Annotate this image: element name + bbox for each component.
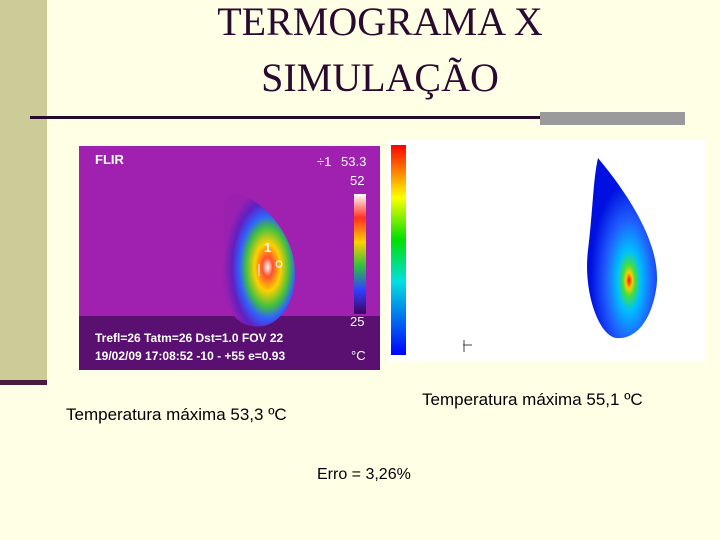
- color-bar: [391, 145, 406, 355]
- info-band: [79, 316, 380, 370]
- unit: °C: [351, 348, 366, 363]
- side-bar-foot: [0, 380, 47, 385]
- simulation-blob: [587, 158, 658, 339]
- title-line: TERMOGRAMA X: [217, 0, 543, 44]
- caption: Temperatura máxima 55,1 ºC: [422, 390, 643, 409]
- spot-value: 53.3: [341, 154, 366, 169]
- title-line: SIMULAÇÃO: [261, 55, 499, 100]
- info-line: 19/02/09 17:08:52 -10 - +55 e=0.93: [95, 349, 285, 363]
- caption: Temperatura máxima 53,3 ºC: [66, 405, 287, 424]
- title-rule-accent: [540, 112, 685, 125]
- cursor: [275, 260, 283, 268]
- heat-blob: [222, 194, 295, 327]
- scale-max: 52: [350, 173, 364, 188]
- side-bar: [0, 0, 47, 382]
- spot-marker: ÷1: [317, 154, 331, 169]
- brand: FLIR: [95, 152, 124, 167]
- info-line: Trefl=26 Tatm=26 Dst=1.0 FOV 22: [95, 331, 284, 345]
- background: [388, 140, 706, 362]
- title-rule: [30, 116, 540, 119]
- color-bar: [354, 194, 366, 314]
- error-caption: Erro = 3,26%: [317, 466, 411, 483]
- simulation-image: [388, 140, 706, 362]
- spot-label: 1: [264, 240, 271, 255]
- thermogram-image: FLIR ÷1 53.3 52 25 °C 1 Trefl=26 Tatm=26…: [79, 146, 380, 370]
- scale-min: 25: [350, 314, 364, 329]
